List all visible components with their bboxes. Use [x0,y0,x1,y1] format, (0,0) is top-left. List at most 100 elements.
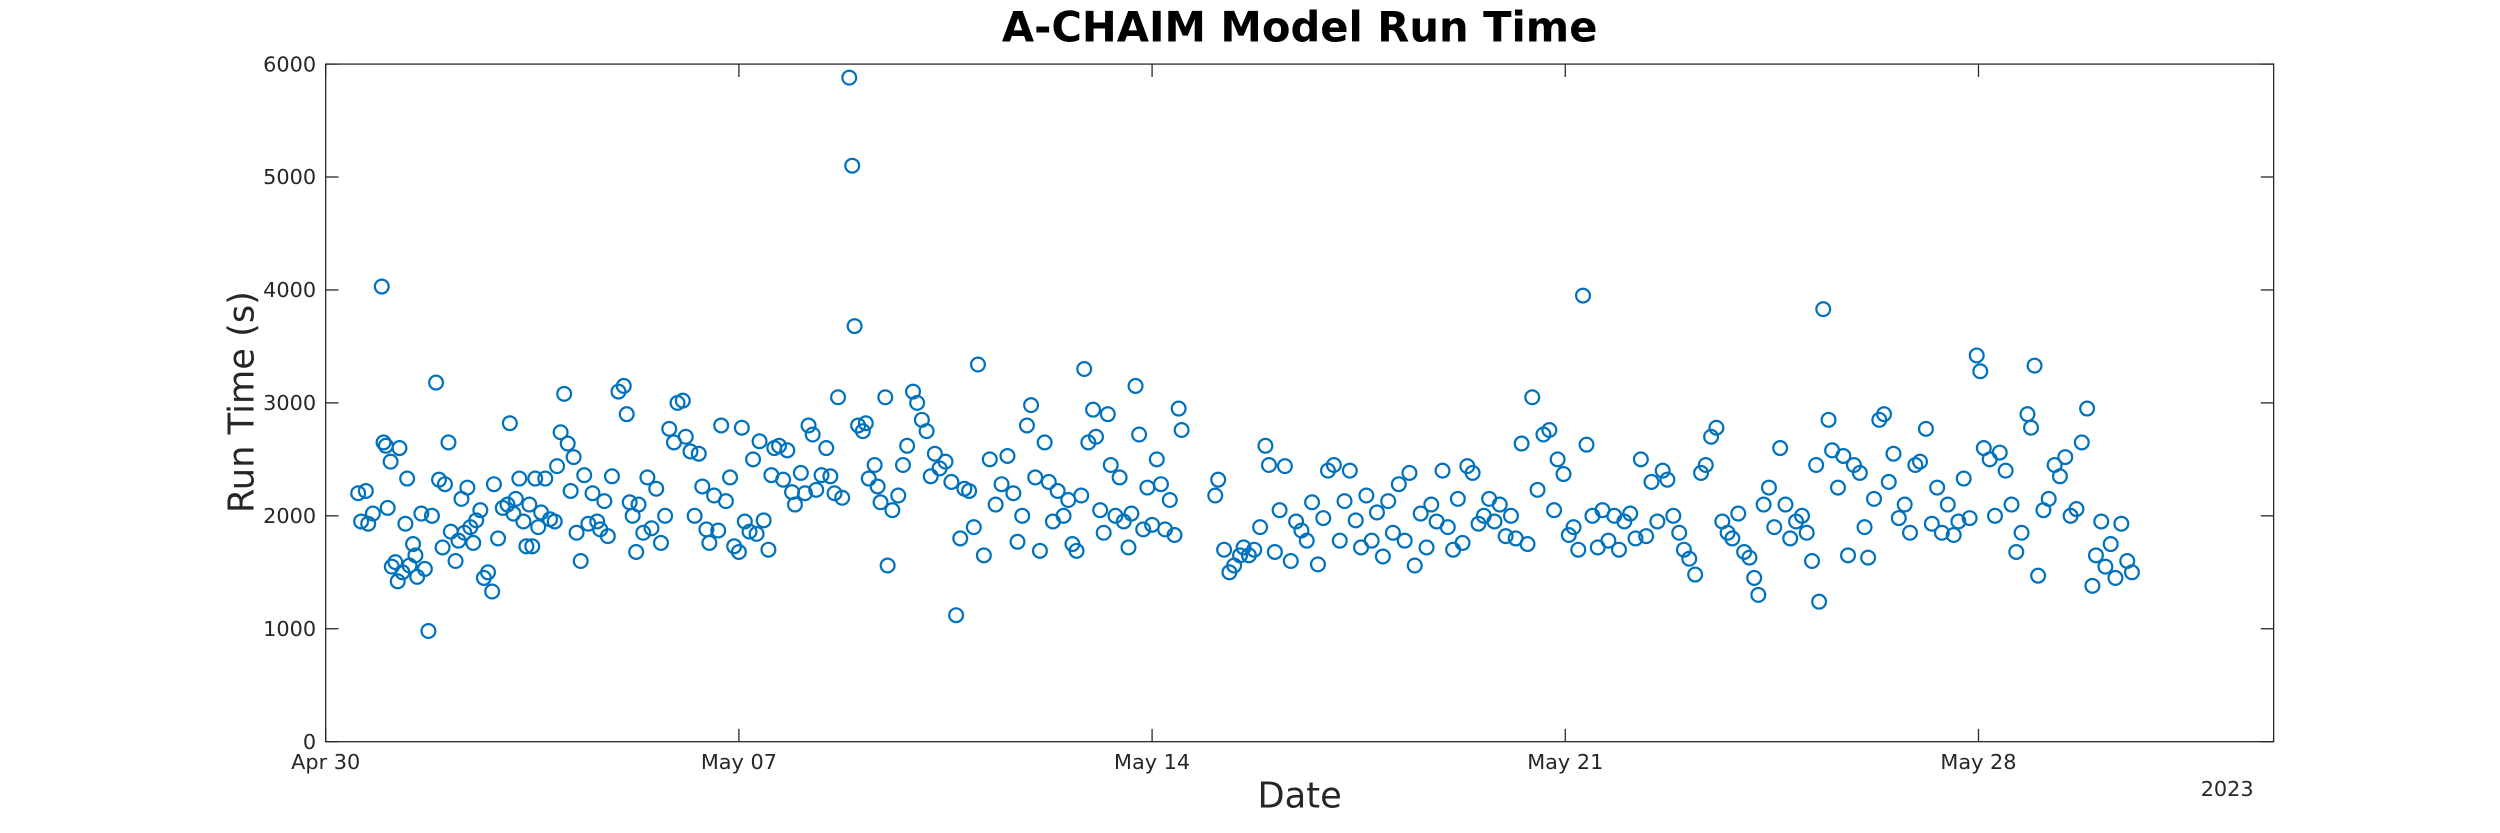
data-point [413,505,430,522]
data-point [1939,496,1956,513]
data-point [552,424,569,441]
data-point [713,417,730,434]
data-point [834,489,851,506]
data-point [501,415,518,432]
data-point [1890,510,1907,527]
data-point [879,557,896,574]
data-point [1950,513,1967,530]
data-point [1401,464,1418,481]
data-point [2073,434,2090,451]
data-point [1798,524,1815,541]
data-point [409,568,426,585]
data-point [1502,507,1519,524]
data-point [1912,453,1929,470]
data-point [1730,505,1747,522]
data-point [1777,496,1794,513]
data-point [1120,539,1137,556]
data-point [717,493,734,510]
data-point [490,530,507,547]
data-point [1092,502,1109,519]
data-point [2008,543,2025,560]
data-point [1987,507,2004,524]
data-point [1643,473,1660,490]
y-tick-label: 3000 [263,391,316,415]
data-point [846,318,863,335]
data-point [2019,406,2036,423]
data-point [948,607,965,624]
data-point [1815,301,1832,318]
data-point [1929,479,1946,496]
data-point [2093,513,2110,530]
data-point [1309,556,1326,573]
x-tick-label: May 28 [1940,750,2016,774]
data-point [890,487,907,504]
data-point [1529,481,1546,498]
data-point [1445,541,1462,558]
data-point [1088,428,1105,445]
data-point [1782,530,1799,547]
data-point [357,482,374,499]
data-point [1060,491,1077,509]
data-point [755,512,772,529]
data-point [854,423,871,440]
data-point [657,507,674,524]
data-point [1085,401,1102,418]
data-point [1491,496,1508,513]
data-point [661,420,678,437]
data-point [1454,534,1471,551]
data-point [1560,527,1577,544]
data-point [615,377,632,394]
data-point [1933,524,1950,541]
data-point [722,469,739,486]
data-point [857,415,874,432]
y-tick-label: 0 [303,730,316,754]
x-tick-label: Apr 30 [291,750,360,774]
data-point [480,564,497,581]
data-point [981,451,998,468]
data-point [869,478,886,495]
data-point [969,356,986,373]
data-point [1945,527,1962,544]
data-point [1232,547,1249,564]
data-point [1102,456,1119,474]
data-point [841,69,858,86]
y-tick-label: 5000 [263,165,316,189]
data-point [952,530,969,547]
data-point [1541,421,1558,438]
data-point [1073,487,1090,504]
data-point [771,437,788,454]
data-point [1885,445,1902,462]
data-point [375,434,392,451]
data-point [690,445,707,462]
data-point [1600,532,1617,549]
data-point [630,496,647,513]
data-point [1139,479,1156,496]
data-point [1486,513,1503,530]
data-point [1396,532,1413,549]
y-tick-label: 6000 [263,52,316,76]
data-point [524,538,541,555]
data-point [965,519,982,536]
data-point [1917,420,1934,437]
data-point [562,482,579,499]
data-point [389,573,406,590]
data-point [1040,473,1057,490]
data-point [373,278,390,295]
data-point [1418,539,1435,556]
data-point [537,470,554,487]
data-point [1578,436,1595,453]
data-point [1746,569,1763,586]
data-point [1865,490,1883,507]
data-point [1257,437,1274,454]
data-point [1099,406,1116,423]
data-point [1627,530,1644,547]
data-point [459,479,476,496]
data-point [599,528,616,545]
data-point [682,443,699,460]
data-point [1449,490,1466,507]
data-point [447,552,464,570]
data-point [1246,541,1263,558]
data-point [987,496,1004,513]
data-point [350,485,367,502]
data-point [639,469,656,486]
